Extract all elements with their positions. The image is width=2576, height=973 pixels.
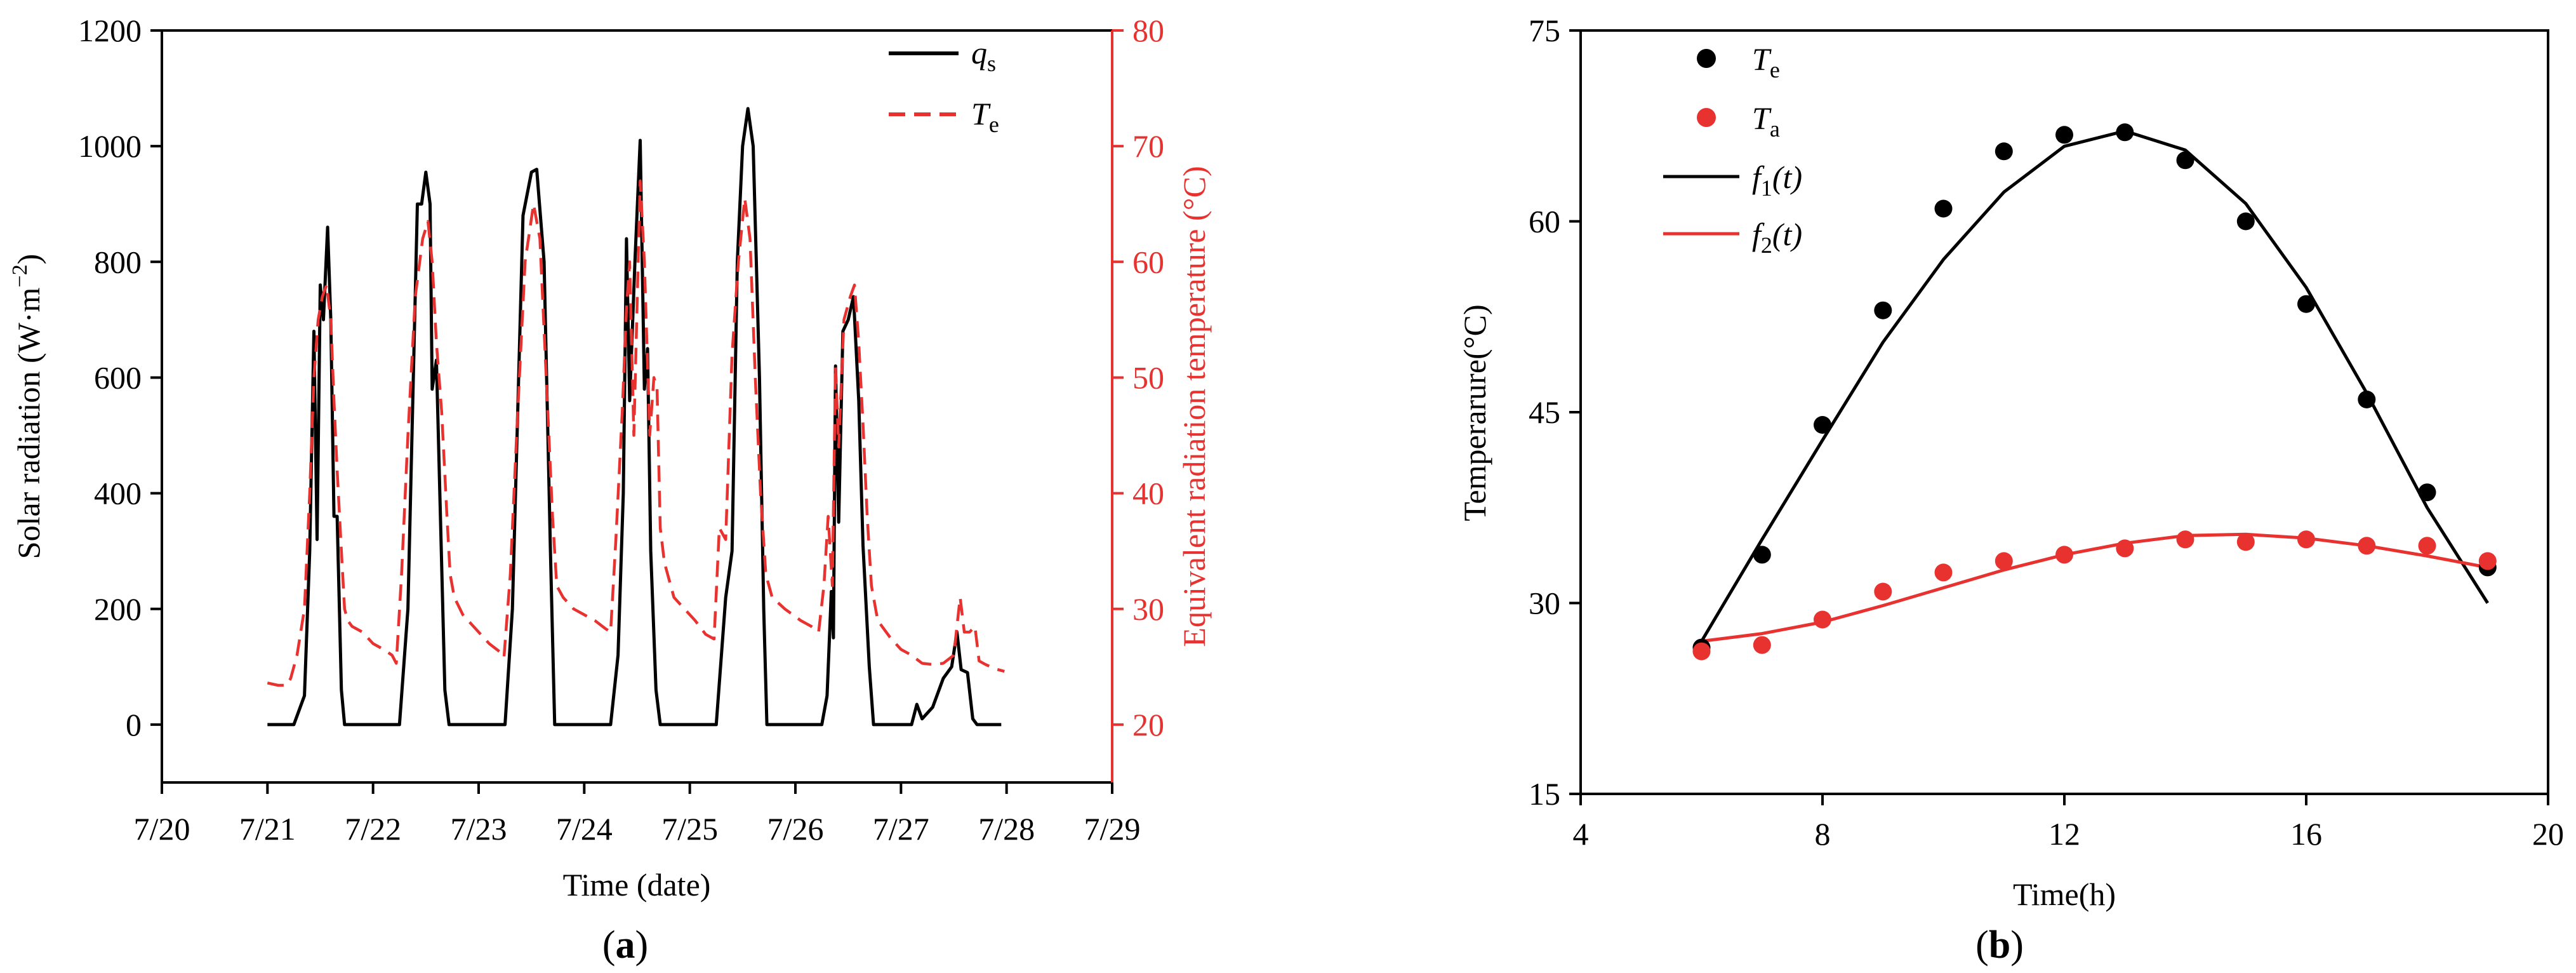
panel-b-series [1692,123,2497,661]
x-tick-label: 7/28 [978,811,1035,847]
data-point-t-a [2236,533,2255,551]
data-point-t-a [1874,582,1892,601]
panel-a: 0 200 400 600 800 1000 1200 20 30 40 50 60 70 80 7/2… [8,13,1212,967]
panel-a-left-y-ticks: 0 200 400 600 800 1000 1200 [78,13,162,742]
data-point-t-a [1814,610,1831,629]
data-point-t-e [1934,199,1953,218]
y-right-tick-label: 40 [1132,476,1164,511]
y-tick-label: 75 [1529,13,1560,48]
x-tick-label: 8 [1815,816,1831,852]
series-line-q-s [267,107,1002,727]
y-tick-label: 15 [1529,776,1560,812]
data-point-t-a [2478,552,2497,570]
legend-qs-label: qs [971,35,996,76]
x-tick-label: 7/20 [134,811,190,847]
panel-b-x-ticks: 4 8 12 16 20 [1573,794,2564,852]
y-tick-label: 0 [126,707,142,742]
panel-a-series [267,107,1005,727]
data-point-t-a [2358,537,2376,555]
x-tick-label: 7/21 [239,811,296,847]
data-point-t-a [1995,552,2013,570]
data-point-t-e [1995,142,2013,161]
panel-b-caption: (b) [1975,923,2024,967]
y-tick-label: 1000 [78,128,142,164]
x-tick-label: 16 [2290,816,2322,852]
data-point-t-a [2418,537,2436,555]
data-point-t-e [2297,295,2315,313]
data-point-t-e [2358,391,2376,408]
data-point-t-a [2055,546,2073,564]
panel-b-x-axis-label: Time(h) [2013,876,2116,912]
y-tick-label: 200 [94,591,142,627]
x-tick-label: 7/25 [661,811,718,847]
y-right-tick-label: 50 [1132,359,1164,395]
legend-te-marker [1697,49,1716,68]
y-tick-label: 60 [1529,204,1560,239]
data-point-t-e [1814,416,1831,434]
legend-f1-label: f1(t) [1752,159,1802,201]
data-point-t-e [1753,546,1771,564]
y-tick-label: 1200 [78,13,142,48]
legend-ta-label: Ta [1752,100,1780,142]
x-tick-label: 20 [2532,816,2564,852]
y-right-tick-label: 70 [1132,128,1164,164]
fit-curve-f1t [1700,129,2489,642]
data-point-t-a [2176,530,2194,549]
fit-curve-f2t [1701,532,2488,643]
data-point-t-e [1874,301,1892,319]
data-point-t-e [2236,212,2255,231]
panel-a-x-axis-label: Time (date) [563,867,711,903]
data-point-t-e [2116,123,2134,142]
panel-a-left-y-axis-label: Solar radiation (W·m−2) [8,254,46,559]
y-right-tick-label: 20 [1132,707,1164,742]
series-line-t-e [267,179,1005,687]
panel-a-right-y-axis-label: Equivalent radiation temperature (°C) [1176,166,1212,647]
y-tick-label: 30 [1529,586,1560,621]
y-tick-label: 45 [1529,394,1560,430]
legend-ta-marker [1697,108,1716,127]
panel-a-x-ticks: 7/20 7/21 7/22 7/23 7/24 7/25 7/26 7/27 7/28 7/29 [134,782,1141,847]
data-point-t-a [2116,539,2134,558]
x-tick-label: 7/22 [345,811,401,847]
data-point-t-e [2055,126,2073,144]
y-right-tick-label: 80 [1132,13,1164,48]
data-point-t-a [1753,636,1771,654]
y-tick-label: 400 [94,476,142,511]
y-right-tick-label: 30 [1132,591,1164,627]
panel-a-right-y-ticks: 20 30 40 50 60 70 80 [1112,13,1164,742]
panel-a-legend: qs Te [889,35,999,137]
panel-b-y-axis-label: Temperarure(°C) [1457,304,1492,521]
legend-te-label: Te [971,96,999,137]
panel-b-legend: Te Ta f1(t) f2(t) [1663,41,1802,258]
x-tick-label: 4 [1573,816,1589,852]
data-point-t-a [1692,642,1711,661]
x-tick-label: 7/27 [873,811,929,847]
panel-b-y-ticks: 15 30 45 60 75 [1529,13,1581,812]
data-point-t-e [2176,151,2194,170]
panel-b: 15 30 45 60 75 4 8 12 16 20 Time(h) Temperarure(… [1457,13,2564,967]
y-tick-label: 600 [94,359,142,395]
x-tick-label: 7/26 [767,811,824,847]
x-tick-label: 7/24 [556,811,613,847]
x-tick-label: 7/29 [1084,811,1141,847]
y-tick-label: 800 [94,244,142,279]
data-point-t-a [1934,563,1953,582]
x-tick-label: 7/23 [451,811,507,847]
legend-f2-label: f2(t) [1752,217,1802,258]
x-tick-label: 12 [2048,816,2080,852]
data-point-t-e [2418,483,2436,502]
data-point-t-a [2297,530,2315,549]
panel-a-caption: (a) [602,923,648,967]
y-right-tick-label: 60 [1132,244,1164,279]
legend-te-label: Te [1752,41,1780,83]
